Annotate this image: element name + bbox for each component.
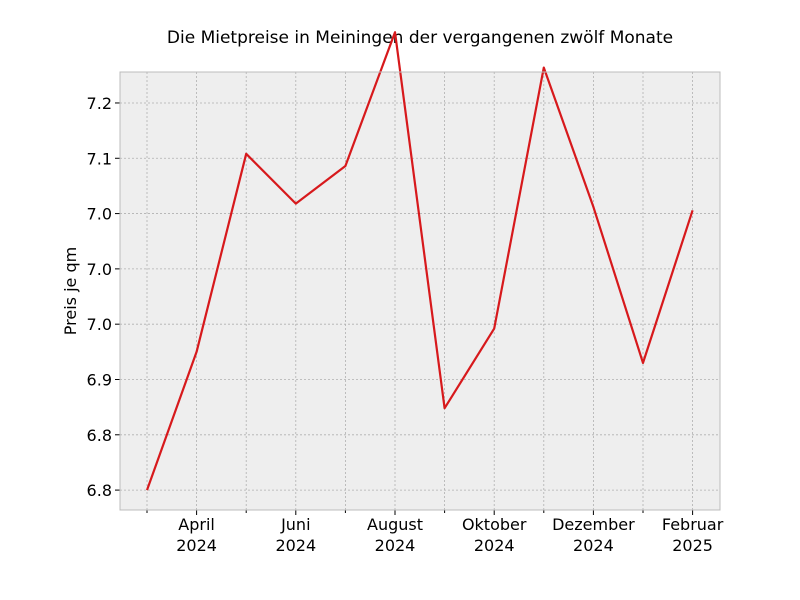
x-tick-label: Oktober 2024 — [462, 515, 527, 555]
y-tick-label: 6.8 — [87, 426, 112, 445]
x-tick-label: Dezember 2024 — [552, 515, 635, 555]
y-axis-label: Preis je qm — [61, 247, 80, 335]
y-tick-label: 7.2 — [87, 94, 112, 113]
x-axis-ticks: April 2024 Juni 2024 August 2024 Oktober 2024 De… — [146, 510, 724, 555]
x-tick-label: August 2024 — [367, 515, 423, 555]
series-line — [145, 31, 694, 491]
x-tick-label: Juni 2024 — [275, 515, 316, 555]
y-tick-label: 7.1 — [87, 149, 112, 168]
plot-area — [120, 72, 720, 510]
y-axis-ticks: 6.8 6.8 6.9 7.0 7.0 7.0 7.1 7.2 — [87, 94, 120, 500]
y-tick-label: 7.0 — [87, 260, 112, 279]
plot-frame — [119, 71, 721, 511]
chart-title: Die Mietpreise in Meiningen der vergange… — [167, 28, 673, 48]
y-tick-label: 7.0 — [87, 315, 112, 334]
y-tick-label: 7.0 — [87, 205, 112, 224]
x-tick-label: April 2024 — [176, 515, 217, 555]
x-tick-label: Februar 2025 — [662, 515, 724, 555]
y-tick-label: 6.9 — [87, 370, 112, 389]
y-tick-label: 6.8 — [87, 481, 112, 500]
